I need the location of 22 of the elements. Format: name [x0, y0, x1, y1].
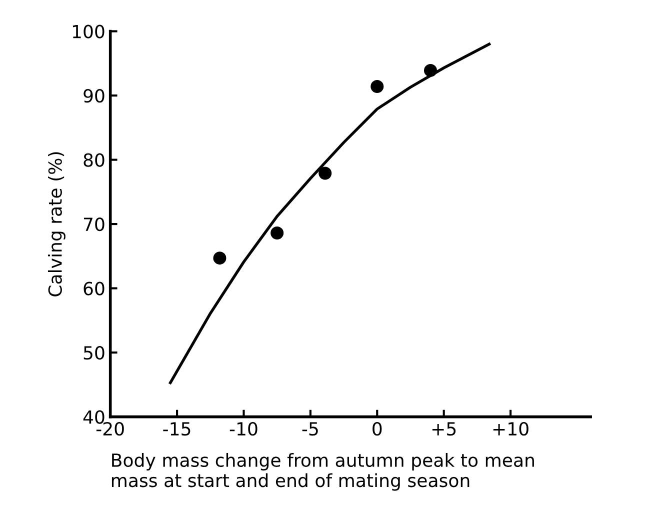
y-tick-label: 60 [84, 282, 104, 296]
y-axis-title: Calving rate (%) [48, 152, 66, 296]
point [318, 166, 332, 180]
y-tick-label: 70 [84, 217, 104, 232]
point [370, 80, 384, 94]
x-tick-label: +5 [432, 422, 456, 436]
x-axis-title: Body mass change from autumn peak to mean mass at start and end of mating season [112, 453, 534, 491]
point [270, 226, 284, 240]
y-tick-label: 90 [84, 88, 104, 103]
point [424, 64, 438, 77]
x-tick-label: -20 [96, 422, 124, 436]
y-tick-label: 80 [84, 153, 104, 167]
x-tick-label: -10 [230, 422, 258, 436]
line-series [168, 42, 491, 384]
x-tick-label: -5 [302, 422, 318, 436]
y-tick-label: 100 [72, 24, 104, 38]
x-tick-label: +10 [493, 422, 528, 436]
point [213, 252, 226, 265]
x-tick-label: 0 [372, 422, 382, 436]
y-tick-label: 40 [83, 410, 104, 424]
x-tick-label: -15 [163, 422, 190, 436]
y-tick-label: 50 [84, 346, 104, 360]
